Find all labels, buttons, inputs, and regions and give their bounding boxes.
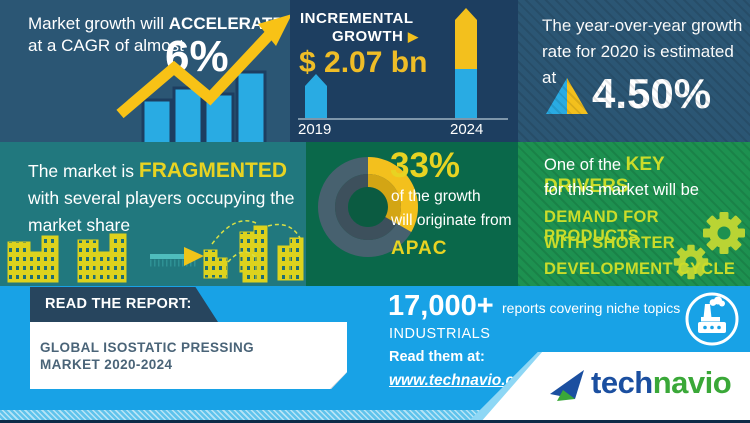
driver-text-3: DEVELOPMENT CYCLE [544,260,736,278]
frag-line3: market share [28,215,131,235]
cagr-line1-bold: ACCELERATE [168,14,284,33]
bar-label-2024: 2024 [450,121,484,138]
panel-fragmented: The market is FRAGMENTED with several pl… [0,142,306,286]
drivers-line1: One of the KEY DRIVERS [544,154,665,197]
drivers-line2: for this market will be [544,181,699,199]
connection-arcs [211,220,301,263]
read-report-label: READ THE REPORT: [45,296,192,312]
yoy-line2: rate for 2020 is estimated at [542,42,734,87]
cagr-statement: Market growth will ACCELERATE at a CAGR … [28,13,284,57]
report-title: GLOBAL ISOSTATIC PRESSING MARKET 2020-20… [40,340,255,372]
fragmented-statement: The market is FRAGMENTED with several pl… [28,157,295,239]
timeline-arrow-icon [184,247,204,266]
technavio-logo[interactable]: tech navio [548,364,732,402]
driver-text-2: WITH SHORTER [544,234,676,252]
cagr-line1-normal: Market growth will [28,14,169,33]
buildings-left [7,233,127,283]
bottom-border-line [0,420,750,423]
read-report-banner[interactable]: READ THE REPORT: [30,287,218,322]
brand-navio: navio [652,365,732,400]
technavio-url-link[interactable]: www.technavio.com [389,372,538,389]
card-fold-corner [330,372,347,389]
incremental-value: $ 2.07 bn [299,46,428,79]
bar-label-2019: 2019 [298,121,332,138]
brand-tech: tech [591,365,653,400]
city-buildings-illustration [7,220,304,283]
gears-icon [673,212,745,280]
frag-line1-normal: The market is [28,161,139,181]
bottom-hatch-strip [0,410,750,420]
yoy-line1: The year-over-year growth [542,16,743,35]
reports-count-text: reports covering niche topics [502,300,681,316]
incremental-title-line2: GROWTH ▶ [332,28,419,45]
panel-key-drivers: One of the KEY DRIVERS for this market w… [518,142,750,286]
apac-line1: of the growth [391,188,481,205]
apac-donut-chart [318,157,418,257]
buildings-right [203,225,304,283]
apac-value: 33% [390,146,461,185]
footer: READ THE REPORT: GLOBAL ISOSTATIC PRESSI… [0,286,750,423]
driver-text-1: DEMAND FOR PRODUCTS [544,208,659,245]
industrials-factory-icon [685,292,739,346]
incremental-bar-chart [298,8,508,120]
category-label: INDUSTRIALS [389,326,491,342]
technavio-logo-panel: tech navio [480,352,750,423]
panel-cagr: Market growth will ACCELERATE at a CAGR … [0,0,290,142]
report-title-card: GLOBAL ISOSTATIC PRESSING MARKET 2020-20… [30,322,347,389]
cagr-line2: at a CAGR of almost [28,36,184,55]
frag-line2: with several players occupying the [28,188,295,208]
yoy-value: 4.50% [592,70,712,117]
up-triangle-icon [546,78,588,114]
growth-arrow-chart-icon [116,14,290,142]
frag-line1-highlight: FRAGMENTED [138,159,288,182]
read-them-at-label: Read them at: [389,349,485,365]
reports-count: 17,000+ [388,290,494,322]
panel-yoy-growth: The year-over-year growth rate for 2020 … [518,0,750,142]
yoy-statement: The year-over-year growth rate for 2020 … [542,13,750,91]
apac-region: APAC [391,238,448,259]
incremental-title-line1: INCREMENTAL [300,10,414,27]
panel-incremental-growth: INCREMENTAL GROWTH ▶ $ 2.07 bn 2019 2024 [290,0,518,142]
panel-apac-share: 33% of the growth will originate from AP… [306,142,518,286]
technavio-arrow-icon [550,370,584,401]
growth-pointer-icon: ▶ [408,29,419,44]
apac-line2: will originate from [391,212,512,229]
key-drivers-highlight: KEY DRIVERS [544,154,665,197]
